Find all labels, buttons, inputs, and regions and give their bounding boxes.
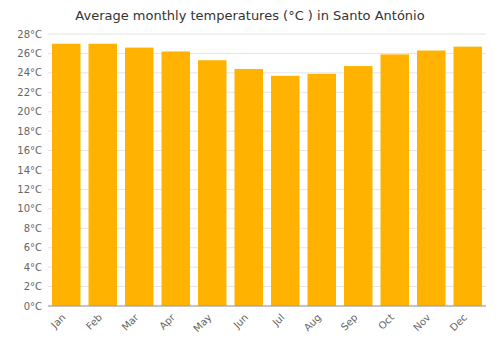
x-tick-label: Dec	[448, 312, 469, 333]
x-tick-label: Oct	[376, 312, 396, 332]
grid-line	[48, 306, 486, 307]
bar	[454, 47, 482, 306]
x-tick-label: Aug	[302, 312, 324, 334]
y-tick-label: 4°C	[24, 262, 42, 273]
y-tick-label: 18°C	[17, 126, 42, 137]
chart: Average monthly temperatures (°C ) in Sa…	[0, 0, 500, 350]
x-tick-label: Apr	[157, 311, 178, 332]
bar	[344, 66, 372, 306]
x-tick-label: Jul	[270, 312, 287, 329]
y-tick-label: 14°C	[17, 165, 42, 176]
y-tick-label: 28°C	[17, 29, 42, 40]
y-tick-label: 8°C	[24, 223, 42, 234]
bar	[125, 48, 153, 306]
x-tick-label: Jan	[48, 312, 67, 331]
y-tick-label: 12°C	[17, 184, 42, 195]
bar	[271, 76, 299, 306]
y-tick-label: 22°C	[17, 87, 42, 98]
x-tick-label: Mar	[120, 311, 142, 333]
x-tick-label: Jun	[231, 312, 251, 332]
bars	[52, 44, 482, 306]
y-tick-label: 0°C	[24, 301, 42, 312]
bar	[162, 51, 190, 306]
bar	[417, 51, 445, 306]
bar	[52, 44, 80, 306]
bar	[89, 44, 117, 306]
y-tick-label: 20°C	[17, 106, 42, 117]
y-tick-label: 2°C	[24, 281, 42, 292]
bar	[235, 69, 263, 306]
y-tick-label: 24°C	[17, 67, 42, 78]
bar	[198, 60, 226, 306]
y-tick-label: 26°C	[17, 48, 42, 59]
x-tick-label: Nov	[411, 312, 433, 334]
x-tick-label: Sep	[339, 312, 360, 333]
bar	[381, 54, 409, 306]
bar	[308, 74, 336, 306]
grid-line	[48, 34, 486, 35]
grid	[48, 34, 486, 306]
y-tick-label: 16°C	[17, 145, 42, 156]
y-tick-label: 6°C	[24, 242, 42, 253]
title: Average monthly temperatures (°C ) in Sa…	[75, 8, 424, 23]
x-axis-line	[48, 306, 486, 307]
x-tick-label: Feb	[84, 312, 104, 332]
x-tick-label: May	[191, 312, 213, 334]
y-tick-label: 10°C	[17, 203, 42, 214]
